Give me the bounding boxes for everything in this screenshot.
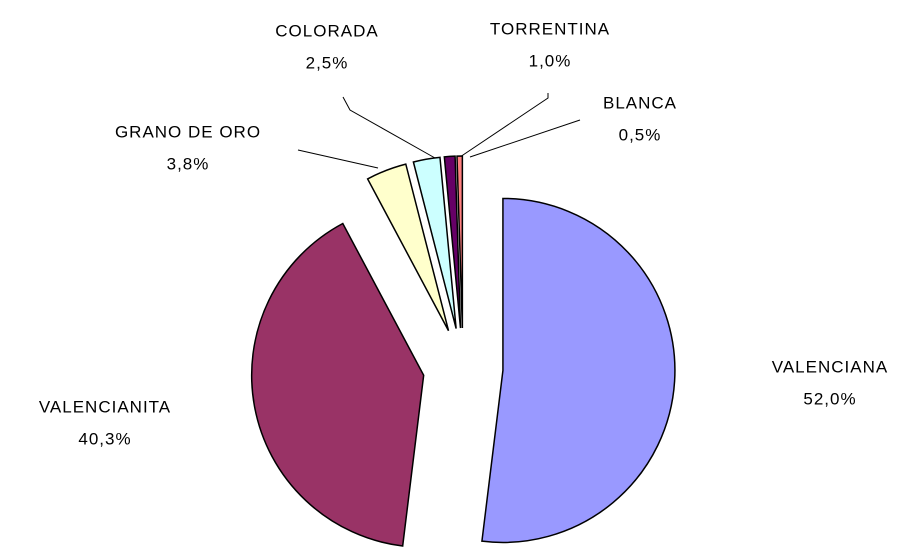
- slice-label: VALENCIANA: [772, 357, 888, 376]
- value-label: 40,3%: [78, 429, 131, 448]
- leader-line: [297, 149, 379, 169]
- value-label: 3,8%: [167, 154, 210, 173]
- leader-line: [459, 93, 549, 158]
- pie-slice: [250, 222, 425, 547]
- value-label: 52,0%: [803, 389, 856, 408]
- slice-label: BLANCA: [603, 93, 677, 112]
- pie-slice: [481, 197, 676, 544]
- value-label: 1,0%: [529, 51, 572, 70]
- value-label: 2,5%: [306, 53, 349, 72]
- leader-line: [342, 96, 436, 159]
- pie-slice: [412, 156, 457, 329]
- slice-label: COLORADA: [275, 21, 378, 40]
- slice-label: TORRENTINA: [490, 19, 610, 38]
- pie-slice: [443, 155, 462, 329]
- pie-slice: [456, 155, 464, 329]
- pie-slice: [366, 163, 450, 332]
- value-label: 0,5%: [619, 125, 662, 144]
- slice-label: VALENCIANITA: [39, 397, 171, 416]
- leader-line: [469, 119, 581, 158]
- slice-label: GRANO DE ORO: [115, 122, 261, 141]
